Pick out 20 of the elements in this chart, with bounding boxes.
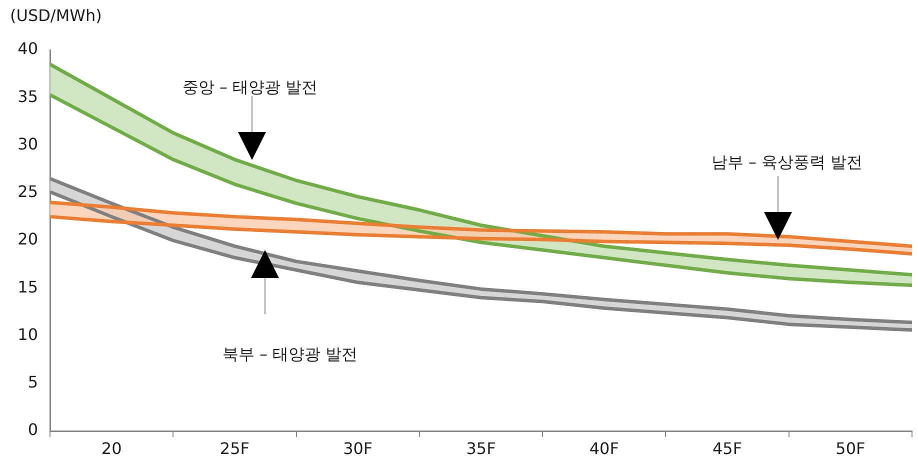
annotation: 북부 – 태양광 발전 — [222, 344, 358, 366]
y-tick-label: 15 — [18, 277, 38, 296]
x-tick-label: 45F — [712, 438, 742, 458]
x-tick-label: 35F — [466, 438, 496, 458]
y-tick-label: 35 — [18, 86, 38, 106]
y-tick-label: 0 — [28, 420, 38, 440]
x-tick-label: 50F — [836, 438, 866, 458]
y-axis-title: (USD/MWh) — [10, 6, 102, 25]
x-tick-label: 40F — [589, 438, 619, 458]
y-tick-label: 30 — [18, 134, 38, 154]
y-tick-label: 20 — [18, 230, 38, 249]
x-tick-label: 30F — [343, 438, 373, 458]
x-tick-label: 25F — [220, 438, 250, 458]
y-tick-label: 5 — [28, 372, 38, 392]
annotation: 중앙 – 태양광 발전 — [182, 78, 318, 98]
x-tick-label: 20 — [101, 438, 122, 458]
y-tick-label: 10 — [18, 324, 38, 344]
y-tick-label: 25 — [18, 182, 38, 202]
annotation: 남부 – 육상풍력 발전 — [711, 152, 863, 174]
y-tick-label: 40 — [18, 39, 38, 58]
